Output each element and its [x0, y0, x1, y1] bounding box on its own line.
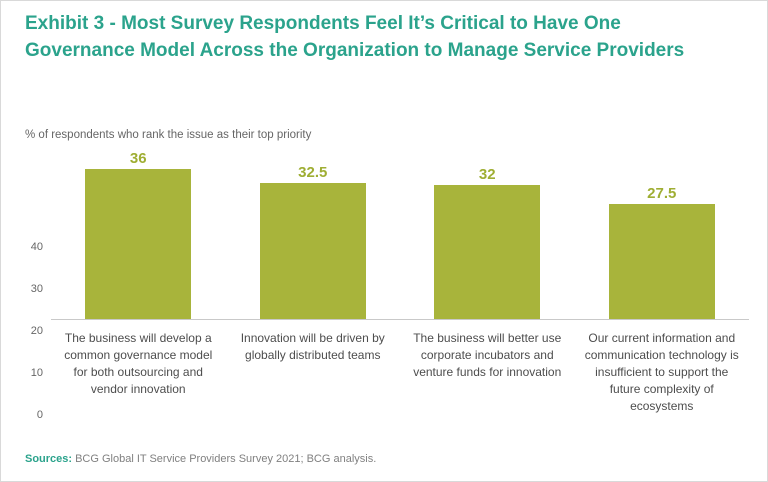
bar-category-label: Our current information and communicatio…: [584, 331, 739, 414]
bar-value-label: 27.5: [647, 184, 677, 202]
bar-column: 36: [51, 151, 226, 319]
y-tick-label: 0: [36, 409, 43, 422]
bar: [85, 169, 192, 319]
bar-chart: 0 10 20 30 40 36 32.5 32 27.5 The business will…: [25, 151, 749, 421]
bar-column: 32: [400, 151, 575, 319]
bar-category-label: The business will better use corporate i…: [413, 331, 562, 380]
bar-value-label: 32.5: [298, 163, 328, 181]
sources-text: BCG Global IT Service Providers Survey 2…: [75, 453, 377, 465]
bar-value-label: 36: [129, 150, 147, 167]
bar-column: 27.5: [575, 151, 750, 319]
bar: [608, 203, 715, 319]
bar: [434, 184, 541, 319]
bar: [259, 182, 366, 319]
sources-note: Sources: BCG Global IT Service Providers …: [25, 453, 376, 465]
sources-label: Sources:: [25, 453, 73, 465]
y-tick-label: 30: [30, 283, 43, 296]
y-tick-label: 20: [30, 325, 43, 338]
plot-wrap: 36 32.5 32 27.5 The business will develop a…: [51, 151, 749, 415]
bar-category-label: The business will develop a common gover…: [64, 331, 213, 397]
plot-area: 36 32.5 32 27.5: [51, 151, 749, 320]
bar-category-label: Innovation will be driven by globally di…: [240, 331, 385, 363]
category-labels: The business will develop a common gover…: [51, 330, 749, 415]
bar-column: 32.5: [226, 151, 401, 319]
exhibit-title: Exhibit 3 - Most Survey Respondents Feel…: [25, 13, 685, 61]
y-tick-label: 10: [30, 367, 43, 380]
y-tick-label: 40: [30, 241, 43, 254]
y-axis: 0 10 20 30 40: [25, 241, 51, 421]
chart-ylabel: % of respondents who rank the issue as t…: [25, 129, 312, 141]
bar-value-label: 32: [478, 165, 496, 183]
